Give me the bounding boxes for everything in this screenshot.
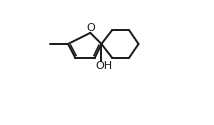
Text: OH: OH	[95, 61, 113, 71]
Text: O: O	[86, 23, 95, 33]
